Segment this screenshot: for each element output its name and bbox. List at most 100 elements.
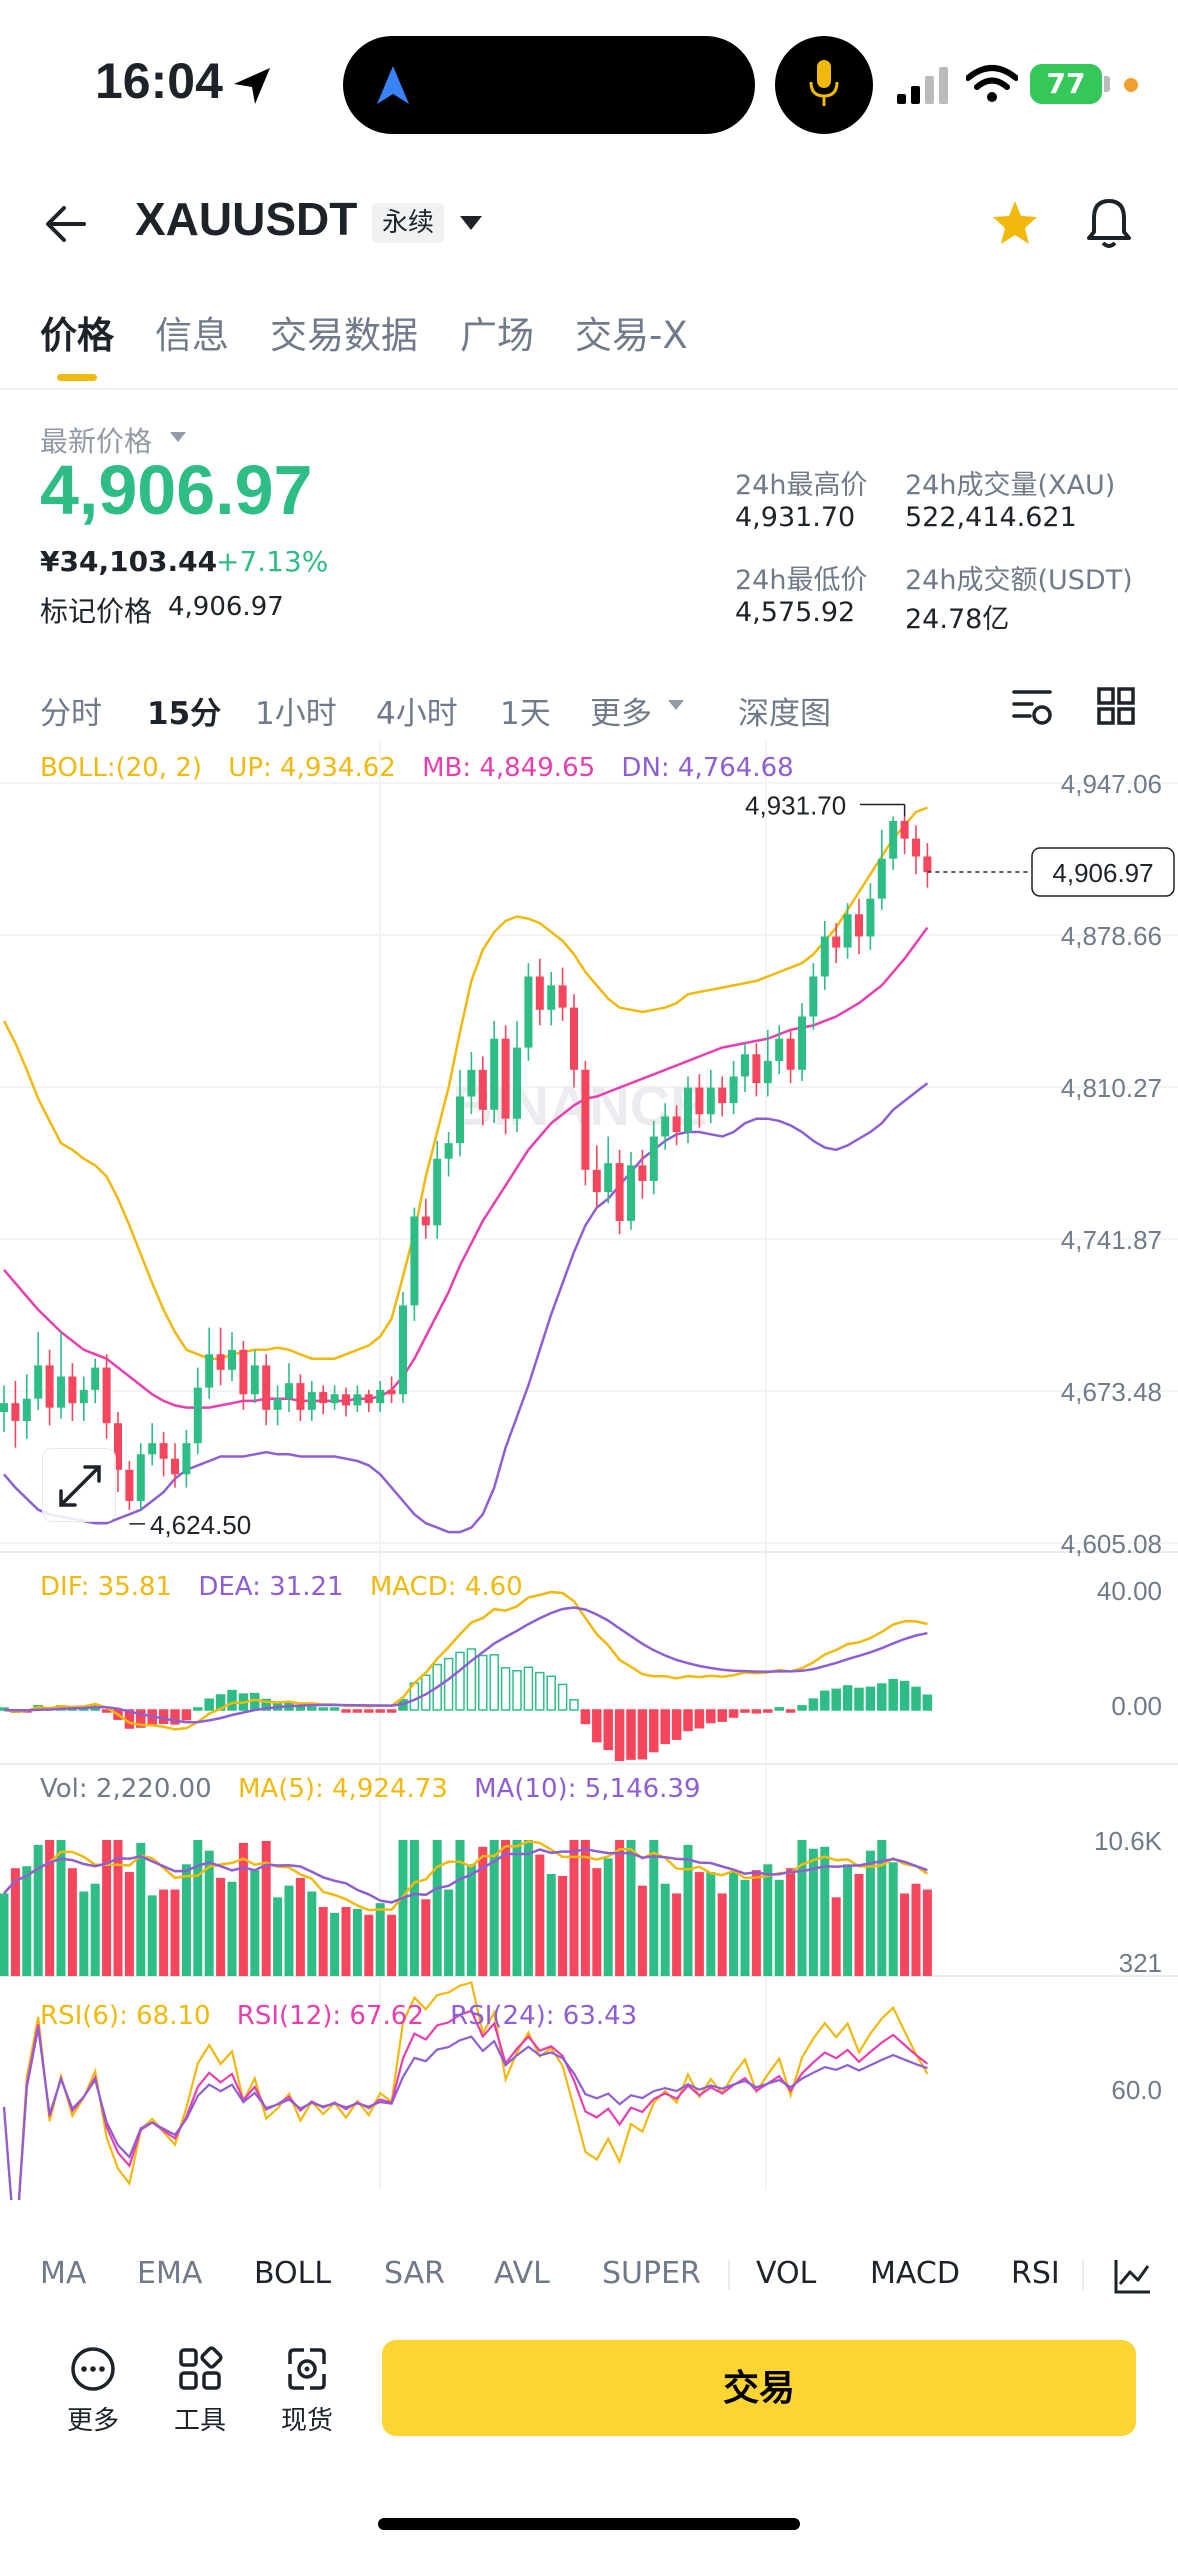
candle xyxy=(330,1385,339,1410)
indicator-macd[interactable]: MACD xyxy=(870,2256,960,2291)
candle xyxy=(114,1412,122,1493)
candle-body xyxy=(285,1383,293,1399)
back-arrow-icon[interactable] xyxy=(44,204,88,244)
interval-depth[interactable]: 深度图 xyxy=(738,696,831,732)
candle xyxy=(741,1043,749,1093)
volume-bar xyxy=(273,1897,283,1976)
price-type-dropdown-icon[interactable] xyxy=(168,430,188,444)
indicator-settings-icon[interactable] xyxy=(1112,2256,1152,2296)
volume-bar xyxy=(774,1879,784,1976)
tab-price[interactable]: 价格 xyxy=(40,314,114,357)
tab-info[interactable]: 信息 xyxy=(155,314,229,357)
indicator-vol[interactable]: VOL xyxy=(756,2256,817,2291)
candle-body xyxy=(399,1305,407,1395)
indicator-sar[interactable]: SAR xyxy=(384,2256,445,2291)
candle xyxy=(148,1423,157,1466)
volume-bar xyxy=(455,1840,465,1976)
spot-icon[interactable] xyxy=(284,2346,330,2392)
interval-1d[interactable]: 1天 xyxy=(500,696,551,732)
candle-body xyxy=(79,1389,88,1404)
macd-histogram-bar xyxy=(683,1709,693,1732)
indicator-ma[interactable]: MA xyxy=(40,2256,87,2291)
tools-label[interactable]: 工具 xyxy=(173,2406,226,2436)
chart-settings-icon[interactable] xyxy=(1010,684,1054,728)
candle-body xyxy=(0,1403,8,1413)
macd-histogram-bar xyxy=(592,1709,602,1743)
wifi-icon xyxy=(966,65,1018,102)
more-label[interactable]: 更多 xyxy=(66,2406,119,2436)
candle-body xyxy=(877,858,886,899)
indicator-ema[interactable]: EMA xyxy=(137,2256,203,2291)
candle-body xyxy=(649,1136,658,1181)
home-indicator[interactable] xyxy=(378,2518,800,2530)
candle-body xyxy=(125,1469,134,1501)
last-price-label[interactable]: 最新价格 xyxy=(40,425,153,458)
candle xyxy=(649,1120,658,1195)
candle-body xyxy=(513,1047,521,1119)
boll-params: BOLL:(20, 2) xyxy=(40,753,203,783)
trade-button[interactable]: 交易 xyxy=(382,2340,1136,2436)
rsi12-value: RSI(12): 67.62 xyxy=(236,2001,424,2031)
tab-trade-x[interactable]: 交易-X xyxy=(575,314,688,357)
candle-body xyxy=(171,1458,179,1475)
volume-bar xyxy=(615,1840,625,1976)
cellular-signal-icon xyxy=(897,67,948,104)
indicator-super[interactable]: SUPER xyxy=(602,2256,701,2291)
notification-bell-icon[interactable] xyxy=(1084,196,1134,250)
candle xyxy=(57,1332,65,1419)
indicator-boll[interactable]: BOLL xyxy=(254,2256,332,2291)
candle-body xyxy=(159,1443,168,1459)
interval-more[interactable]: 更多 xyxy=(590,696,652,732)
candle-body xyxy=(216,1354,225,1370)
candle xyxy=(250,1349,259,1404)
candle xyxy=(34,1332,43,1410)
macd-histogram-bar xyxy=(466,1648,477,1711)
tab-square[interactable]: 广场 xyxy=(460,314,534,357)
candle xyxy=(102,1354,111,1439)
macd-histogram-bar xyxy=(865,1686,876,1711)
more-dropdown-icon[interactable] xyxy=(666,698,686,712)
indicator-avl[interactable]: AVL xyxy=(494,2256,550,2291)
candle xyxy=(763,1029,772,1097)
macd-histogram-bar xyxy=(307,1706,317,1711)
candle xyxy=(490,1020,499,1124)
macd-histogram-bar xyxy=(614,1709,625,1762)
volume-bar xyxy=(307,1891,317,1976)
price-axis-label: 4,947.06 xyxy=(1061,769,1162,799)
spot-label[interactable]: 现货 xyxy=(280,2406,333,2436)
macd-histogram-bar xyxy=(432,1663,442,1711)
candle-body xyxy=(376,1389,385,1404)
interval-time[interactable]: 分时 xyxy=(40,696,102,732)
rsi24-value: RSI(24): 63.43 xyxy=(450,2001,638,2031)
macd-histogram-bar xyxy=(649,1709,659,1753)
macd-histogram-bar xyxy=(489,1654,499,1711)
candle xyxy=(262,1354,271,1426)
candle xyxy=(399,1292,407,1404)
dif-line xyxy=(3,1590,928,1731)
macd-histogram-bar xyxy=(820,1690,830,1711)
kline-chart[interactable]: BINANCE 4,947.064,878.664,810.274,741.87… xyxy=(0,740,1178,2200)
candle xyxy=(923,843,932,888)
battery-cap xyxy=(1104,76,1110,92)
tab-trading-data[interactable]: 交易数据 xyxy=(270,314,418,357)
interval-1h[interactable]: 1小时 xyxy=(255,696,337,732)
interval-4h[interactable]: 4小时 xyxy=(376,696,458,732)
symbol-title[interactable]: XAUUSDT xyxy=(135,193,358,245)
macd-histogram-bar xyxy=(329,1707,340,1711)
mark-price-label: 标记价格 xyxy=(40,595,153,628)
candle-body xyxy=(34,1365,43,1399)
favorite-star-icon[interactable] xyxy=(990,198,1040,248)
interval-15m[interactable]: 15分 xyxy=(147,696,222,732)
candle-body xyxy=(832,936,841,948)
volume-bar xyxy=(421,1899,431,1976)
candle-body xyxy=(501,1038,510,1119)
volume-bar xyxy=(740,1879,750,1976)
grid-layout-icon[interactable] xyxy=(1096,686,1136,726)
candle xyxy=(513,1020,521,1133)
fullscreen-button[interactable] xyxy=(42,1448,116,1522)
tools-icon[interactable] xyxy=(177,2346,223,2392)
more-icon[interactable] xyxy=(70,2346,116,2392)
candle xyxy=(410,1207,419,1321)
indicator-rsi[interactable]: RSI xyxy=(1011,2256,1060,2291)
symbol-dropdown-icon[interactable] xyxy=(458,214,484,232)
